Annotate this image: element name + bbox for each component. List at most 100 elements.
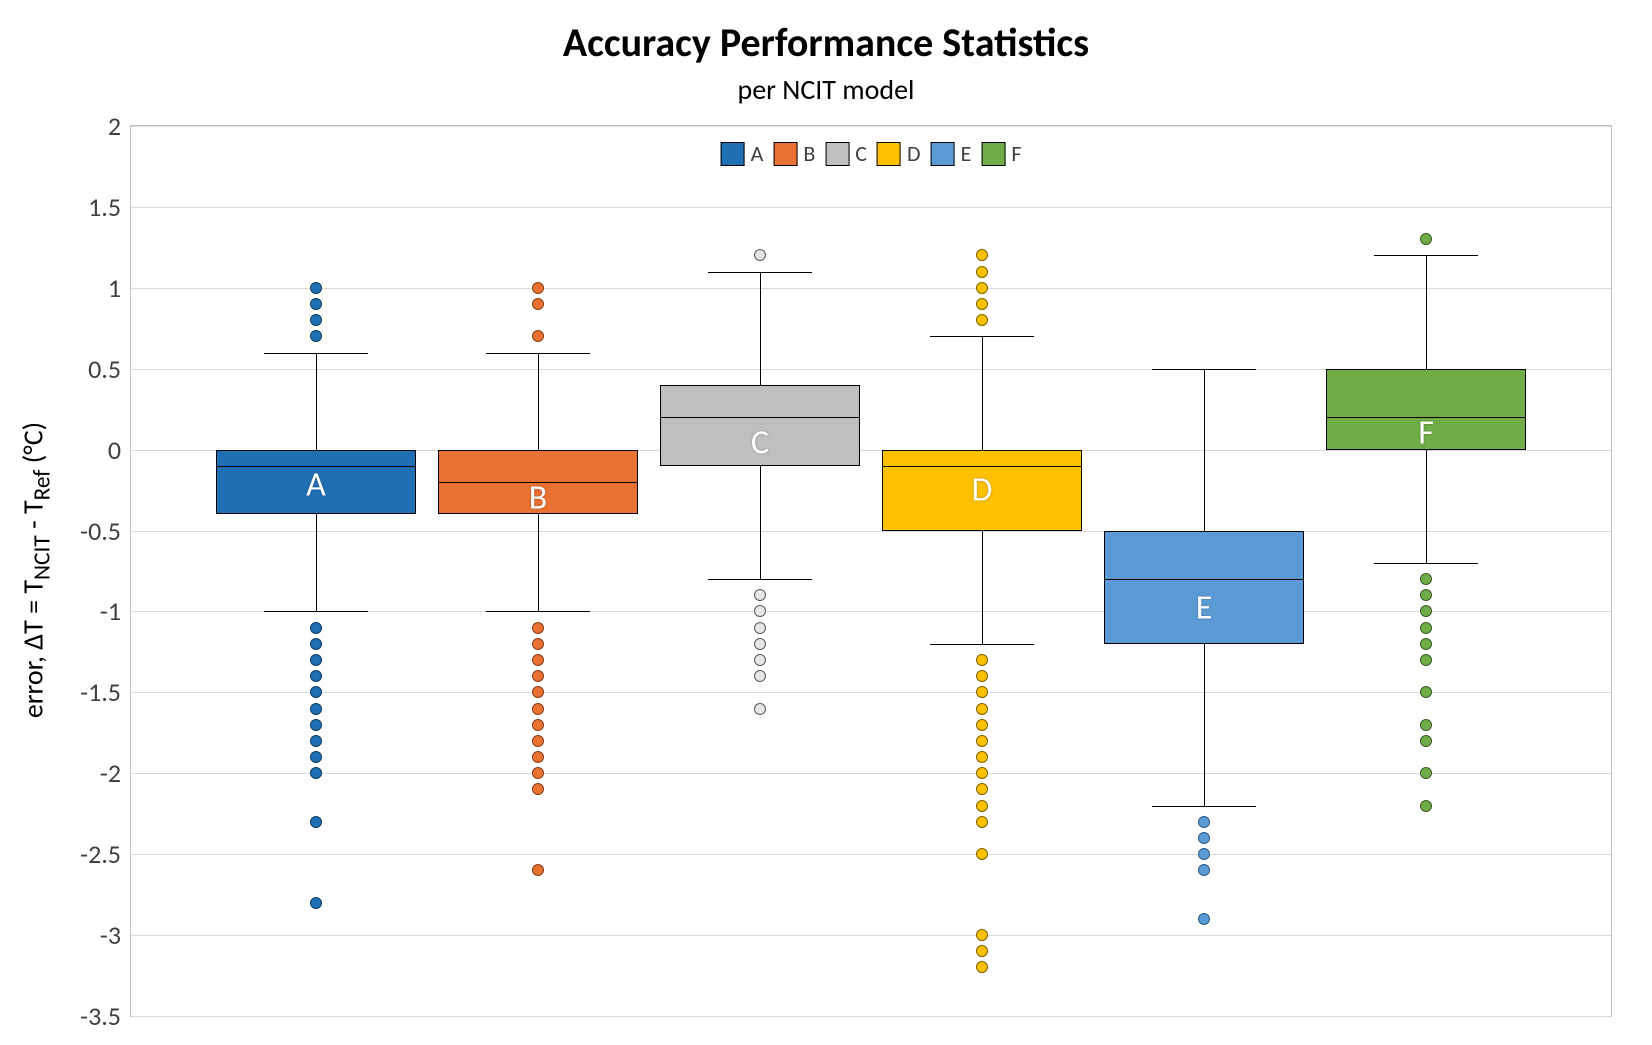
whisker-cap xyxy=(930,644,1034,645)
outlier-point xyxy=(976,767,988,779)
outlier-point xyxy=(976,249,988,261)
median-line xyxy=(660,417,860,418)
outlier-point xyxy=(754,249,766,261)
chart-container: Accuracy Performance Statistics per NCIT… xyxy=(0,0,1652,1045)
outlier-point xyxy=(754,670,766,682)
gridline xyxy=(131,126,1611,127)
whisker-line xyxy=(1426,255,1427,368)
whisker-cap xyxy=(1152,369,1256,370)
outlier-point xyxy=(976,945,988,957)
ytick-label: -1 xyxy=(100,595,131,627)
outlier-point xyxy=(976,848,988,860)
outlier-point xyxy=(310,282,322,294)
outlier-point xyxy=(976,961,988,973)
whisker-line xyxy=(316,353,317,450)
legend-item: F xyxy=(981,140,1021,167)
outlier-point xyxy=(310,638,322,650)
whisker-cap xyxy=(264,353,368,354)
legend-swatch xyxy=(721,142,745,166)
legend-label: B xyxy=(803,140,815,167)
outlier-point xyxy=(754,589,766,601)
plot-area: ABCDEF 21.510.50-0.5-1-1.5-2-2.5-3-3.5AB… xyxy=(130,125,1612,1017)
ytick-label: -2 xyxy=(100,757,131,789)
legend-swatch xyxy=(773,142,797,166)
outlier-point xyxy=(532,686,544,698)
whisker-line xyxy=(1204,644,1205,806)
outlier-point xyxy=(1198,864,1210,876)
whisker-cap xyxy=(264,611,368,612)
whisker-cap xyxy=(708,272,812,273)
legend-label: F xyxy=(1011,140,1021,167)
legend-swatch xyxy=(825,142,849,166)
ytick-label: -3.5 xyxy=(80,1000,131,1032)
outlier-point xyxy=(532,282,544,294)
outlier-point xyxy=(532,298,544,310)
outlier-point xyxy=(976,686,988,698)
outlier-point xyxy=(310,654,322,666)
outlier-point xyxy=(754,654,766,666)
chart-subtitle: per NCIT model xyxy=(0,72,1652,107)
whisker-cap xyxy=(708,579,812,580)
outlier-point xyxy=(310,816,322,828)
box-label: C xyxy=(751,423,769,464)
outlier-point xyxy=(310,751,322,763)
gridline xyxy=(131,692,1611,693)
outlier-point xyxy=(532,719,544,731)
outlier-point xyxy=(976,282,988,294)
legend-label: E xyxy=(961,140,972,167)
outlier-point xyxy=(976,266,988,278)
gridline xyxy=(131,854,1611,855)
whisker-line xyxy=(538,514,539,611)
box-label: D xyxy=(972,470,993,511)
gridline xyxy=(131,207,1611,208)
whisker-line xyxy=(982,336,983,449)
outlier-point xyxy=(532,767,544,779)
outlier-point xyxy=(976,783,988,795)
ytick-label: 0.5 xyxy=(88,353,131,385)
ytick-label: 1 xyxy=(108,272,131,304)
legend-swatch xyxy=(981,142,1005,166)
outlier-point xyxy=(310,314,322,326)
outlier-point xyxy=(310,897,322,909)
legend-swatch xyxy=(931,142,955,166)
outlier-point xyxy=(532,751,544,763)
outlier-point xyxy=(1420,767,1432,779)
outlier-point xyxy=(532,330,544,342)
outlier-point xyxy=(976,929,988,941)
outlier-point xyxy=(310,330,322,342)
legend-label: D xyxy=(907,140,921,167)
legend-label: C xyxy=(855,140,867,167)
whisker-line xyxy=(760,466,761,579)
outlier-point xyxy=(976,703,988,715)
outlier-point xyxy=(976,735,988,747)
outlier-point xyxy=(1420,233,1432,245)
outlier-point xyxy=(532,638,544,650)
outlier-point xyxy=(754,622,766,634)
outlier-point xyxy=(976,719,988,731)
whisker-cap xyxy=(1374,563,1478,564)
outlier-point xyxy=(310,670,322,682)
whisker-line xyxy=(760,272,761,385)
outlier-point xyxy=(976,751,988,763)
outlier-point xyxy=(310,735,322,747)
outlier-point xyxy=(310,622,322,634)
gridline xyxy=(131,935,1611,936)
whisker-line xyxy=(538,353,539,450)
legend-swatch xyxy=(877,142,901,166)
whisker-cap xyxy=(1152,806,1256,807)
outlier-point xyxy=(1420,686,1432,698)
gridline xyxy=(131,773,1611,774)
box-label: B xyxy=(529,478,548,519)
whisker-line xyxy=(1426,450,1427,563)
whisker-cap xyxy=(1374,255,1478,256)
legend-item: A xyxy=(721,140,764,167)
gridline xyxy=(131,1016,1611,1017)
outlier-point xyxy=(310,298,322,310)
box-label: A xyxy=(306,465,326,506)
outlier-point xyxy=(976,298,988,310)
legend-item: E xyxy=(931,140,972,167)
outlier-point xyxy=(1198,816,1210,828)
whisker-cap xyxy=(930,336,1034,337)
outlier-point xyxy=(754,638,766,650)
legend-item: C xyxy=(825,140,867,167)
